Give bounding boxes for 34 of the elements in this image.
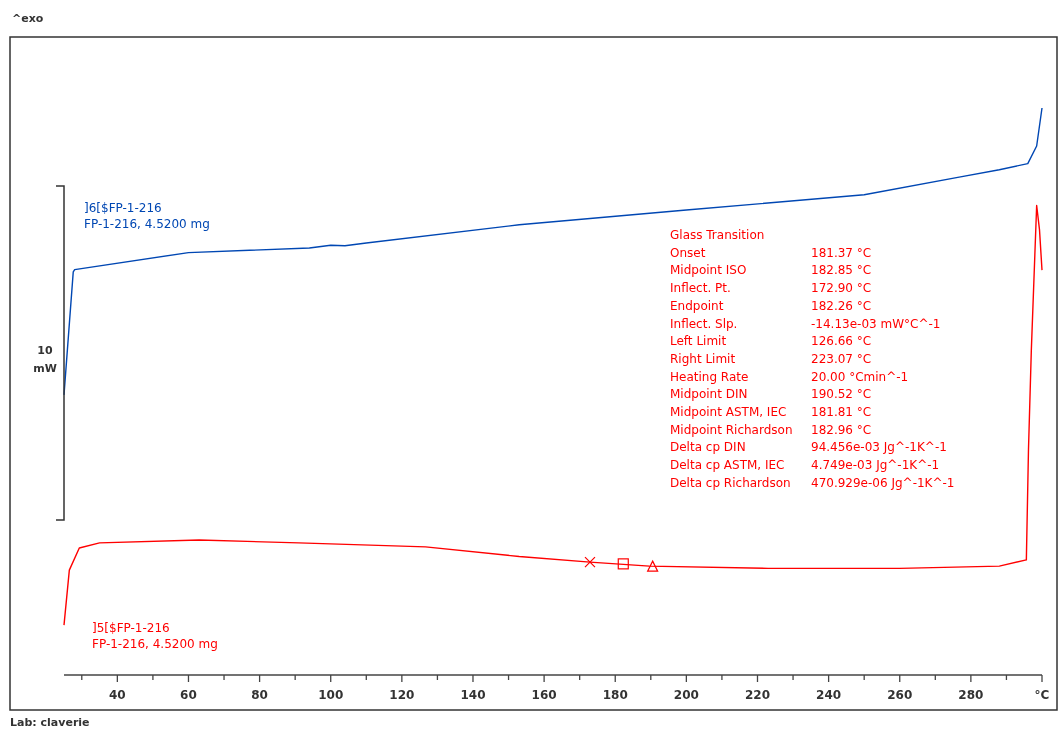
x-tick-label: 220	[744, 688, 771, 702]
text: ^exo	[12, 12, 44, 25]
x-tick-label: °C	[1034, 688, 1050, 702]
x-tick-label: 60	[180, 688, 197, 702]
x-tick-label: 100	[318, 688, 344, 702]
x-tick-label: 260	[887, 688, 913, 702]
x-tick-label: 80	[251, 688, 268, 702]
x-tick-label: 240	[816, 688, 842, 702]
text: Delta cp ASTM, IEC 4.749e-03 Jg^-1K^-1	[670, 458, 940, 473]
x-tick-label: 40	[108, 688, 126, 702]
x-tick-label: 180	[602, 688, 628, 702]
text: Endpoint 182.26 °C	[670, 298, 872, 313]
x-tick-label: 120	[389, 688, 415, 702]
text: Midpoint Richardson 182.96 °C	[670, 422, 872, 437]
text: Inflect. Slp. -14.13e-03 mW°C^-1	[670, 316, 941, 331]
text: Left Limit 126.66 °C	[670, 334, 872, 349]
text: Midpoint ASTM, IEC 181.81 °C	[670, 405, 872, 419]
x-tick-label: 160	[531, 688, 557, 702]
text: Midpoint ISO 182.85 °C	[670, 263, 872, 278]
x-tick-label: 280	[958, 688, 984, 702]
text: Right Limit 223.07 °C	[670, 351, 872, 366]
text: Delta cp DIN 94.456e-03 Jg^-1K^-1	[670, 440, 947, 455]
text: Lab: claverie	[10, 716, 90, 729]
text: ]5[$FP-1-216 FP-1-216, 4.5200 mg	[92, 621, 218, 651]
x-tick-label: 200	[673, 688, 699, 702]
text: Inflect. Pt. 172.90 °C	[670, 281, 872, 296]
text: Heating Rate 20.00 °Cmin^-1	[670, 369, 909, 384]
series-label: ]6[$FP-1-216 FP-1-216, 4.5200 mg	[84, 201, 210, 231]
text: 10 mW	[33, 344, 57, 375]
annotation: Glass Transition	[670, 228, 765, 242]
x-tick-label: 140	[460, 688, 486, 702]
text: Midpoint DIN 190.52 °C	[670, 387, 872, 402]
text: Onset 181.37 °C	[670, 245, 872, 260]
text: Delta cp Richardson 470.929e-06 Jg^-1K^-1	[670, 475, 955, 490]
